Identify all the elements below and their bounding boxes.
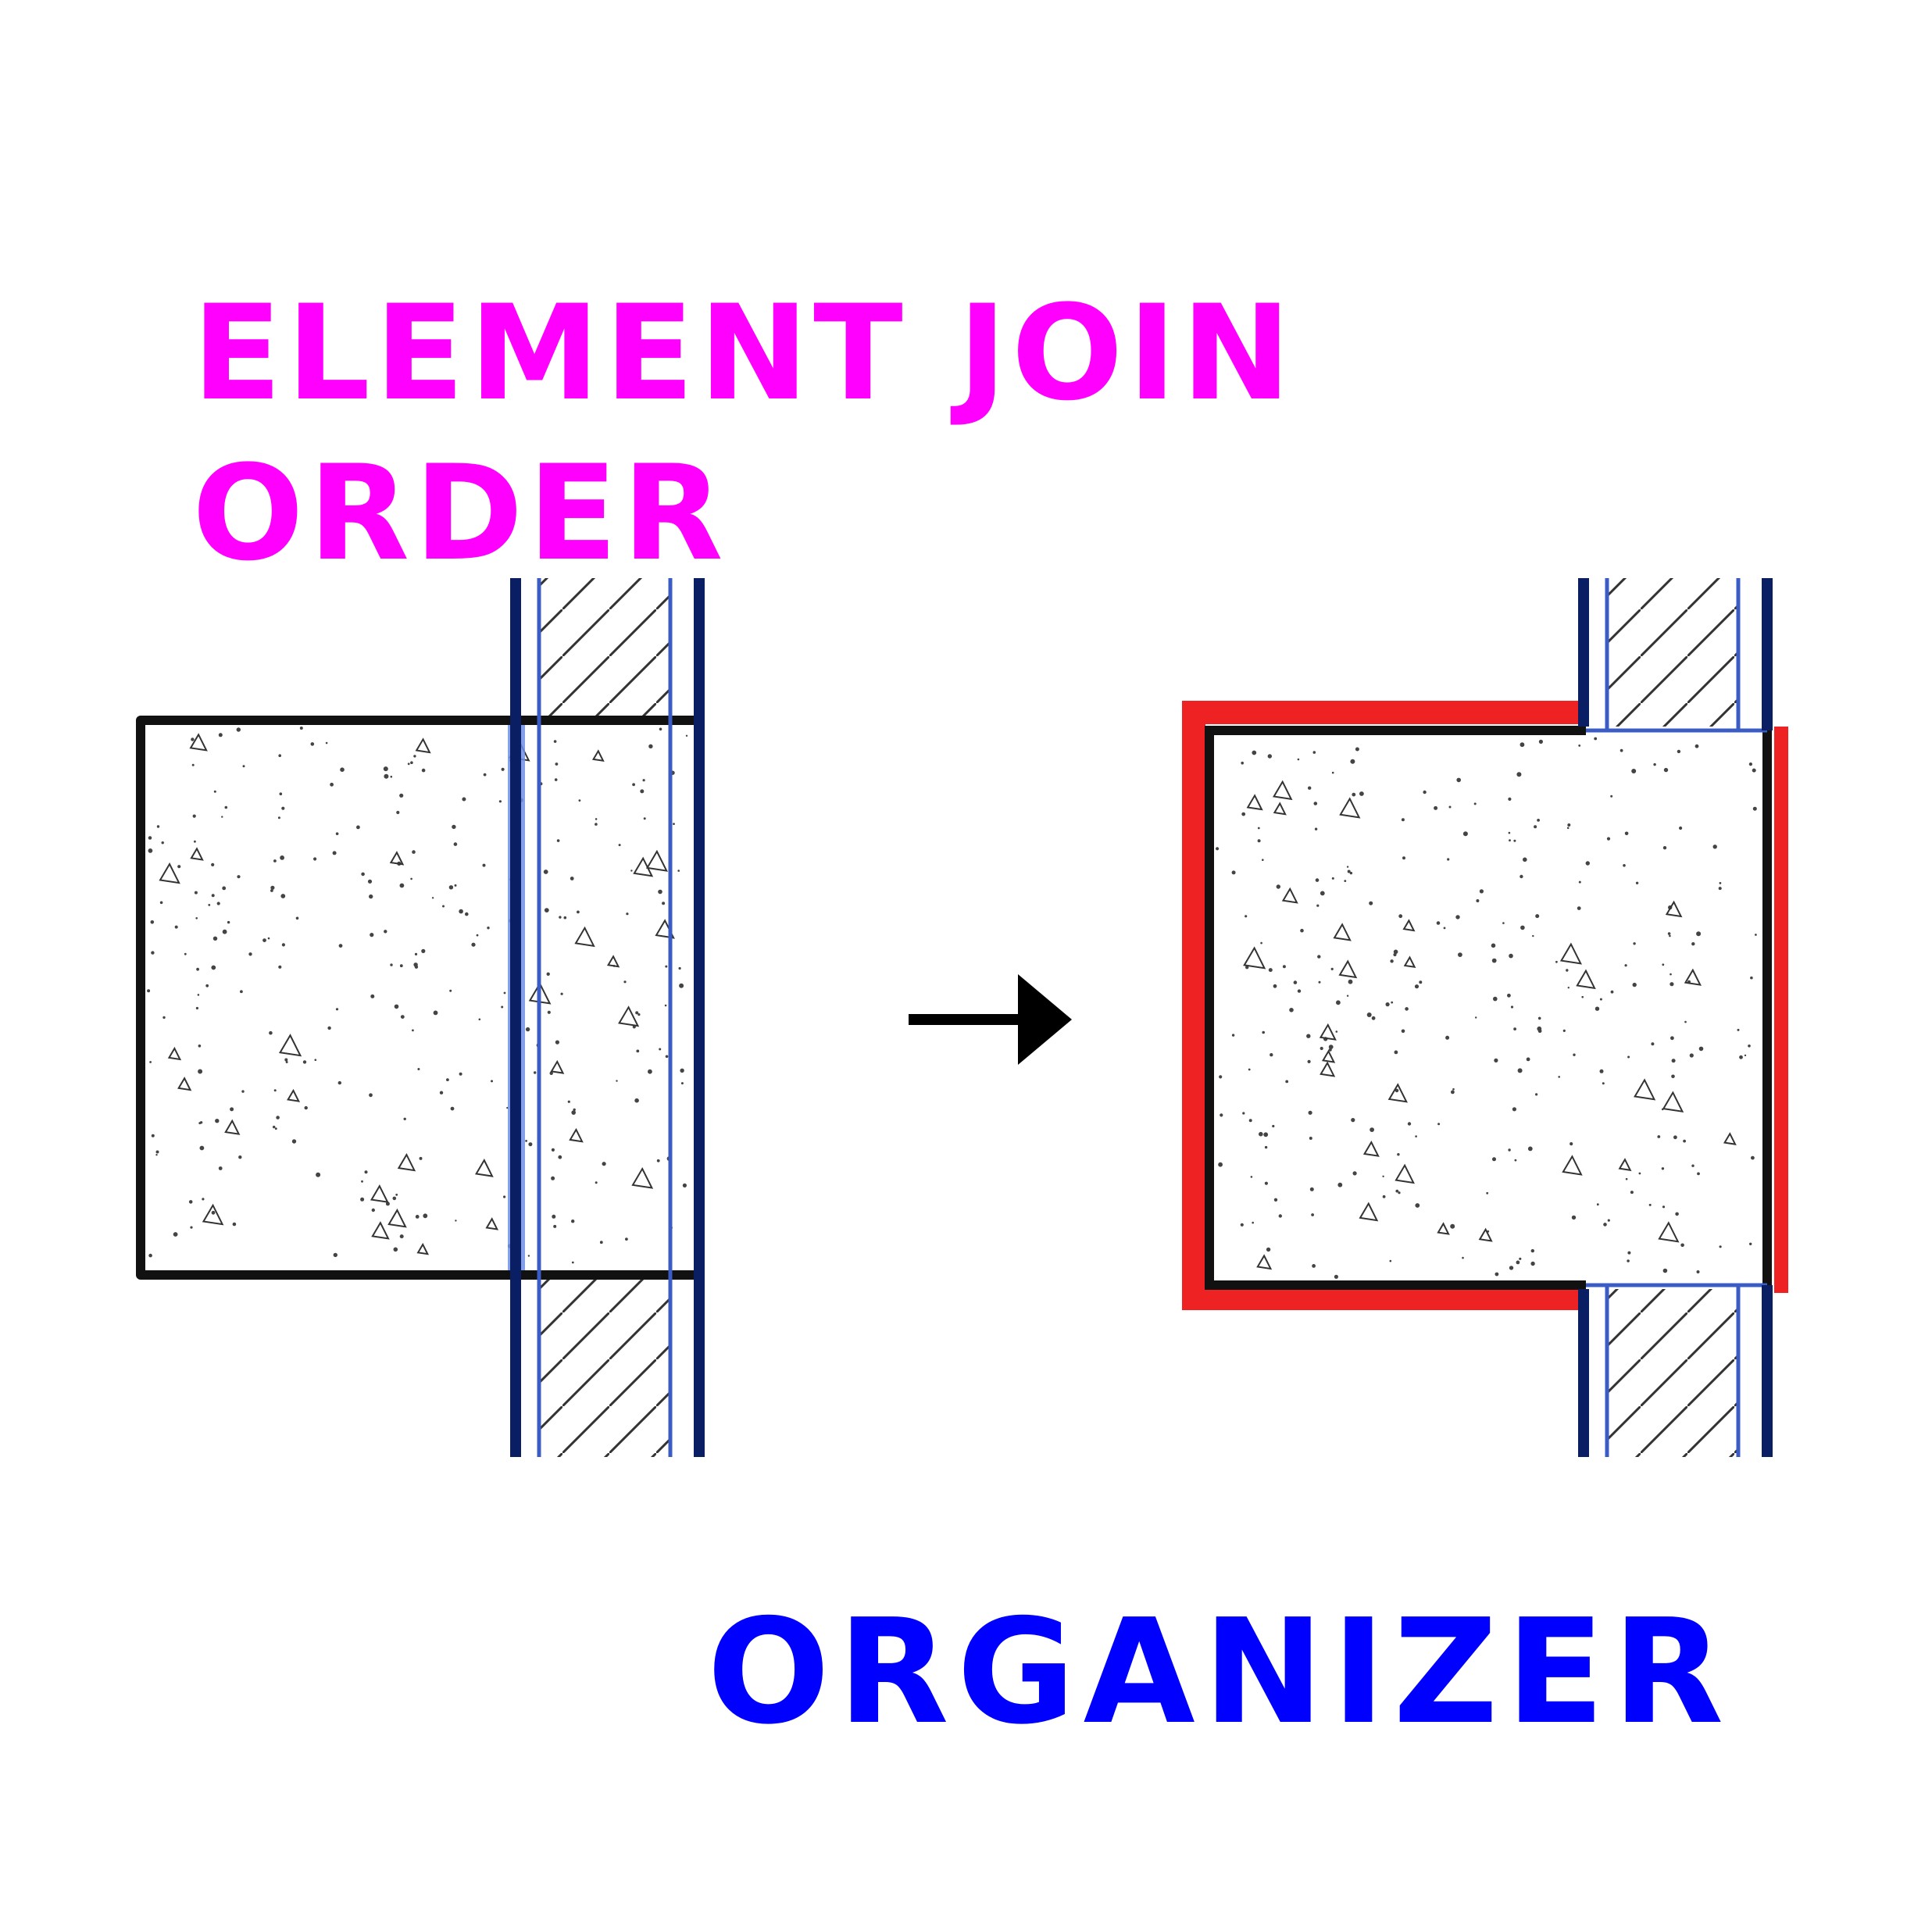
title-line-1: ELEMENT JOIN	[192, 277, 1296, 430]
arrow-right-icon	[909, 974, 1072, 1065]
left-column-fill	[141, 720, 695, 1275]
title-line-2: ORDER	[192, 437, 728, 590]
right-wall-hatch-top	[1605, 578, 1738, 727]
join-highlight	[1182, 701, 1586, 1310]
right-column-stipple	[1216, 737, 1757, 1279]
left-column-outline	[136, 716, 695, 1280]
before-diagram	[136, 578, 705, 1457]
right-column-outline	[1205, 726, 1586, 1290]
right-column-fill	[1209, 730, 1766, 1285]
right-wall-hatch-bottom	[1605, 1289, 1738, 1457]
after-diagram	[1182, 578, 1788, 1457]
title: ELEMENT JOIN ORDER	[192, 273, 1296, 594]
subtitle: ORGANIZER	[707, 1587, 1732, 1756]
